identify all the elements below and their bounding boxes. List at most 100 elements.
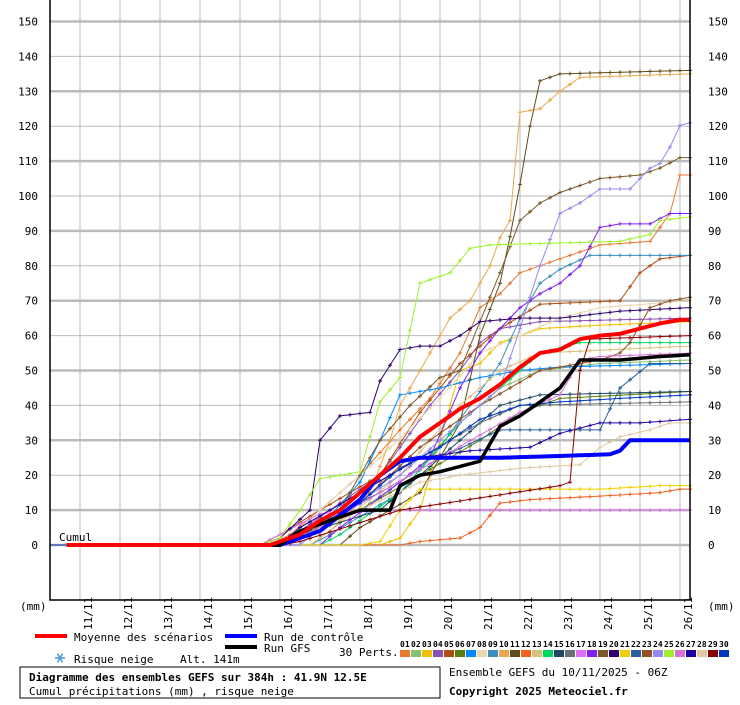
member-point <box>458 380 462 385</box>
member-point <box>418 416 422 421</box>
member-point <box>368 541 372 546</box>
member-point <box>588 318 592 323</box>
member-point <box>418 467 422 472</box>
member-point <box>558 240 562 245</box>
member-point <box>468 344 472 349</box>
member-point <box>318 533 322 538</box>
member-point <box>528 321 532 326</box>
member-point <box>508 338 512 343</box>
member-point <box>538 440 542 445</box>
member-point <box>508 406 512 411</box>
plot-frame <box>49 0 691 601</box>
member-point <box>638 420 642 425</box>
member-point <box>408 417 412 422</box>
member-point <box>438 381 442 386</box>
member-point <box>528 295 532 300</box>
member-point <box>498 508 502 513</box>
x-tick-label: 16/11 <box>282 597 295 630</box>
y-tick-label: 70 <box>708 295 721 308</box>
member-point <box>568 508 572 513</box>
member-point <box>448 474 452 479</box>
member-point <box>578 395 582 400</box>
member-point <box>528 395 532 400</box>
member-point <box>678 344 682 349</box>
member-point <box>298 539 302 544</box>
member-point <box>458 438 462 443</box>
member-point <box>578 462 582 467</box>
pert-number: 25 <box>664 640 674 649</box>
member-point <box>658 72 662 77</box>
member-point <box>478 487 482 492</box>
member-point <box>668 211 672 216</box>
member-point <box>388 539 392 544</box>
member-point <box>678 340 682 345</box>
member-point <box>538 263 542 268</box>
member-point <box>588 71 592 76</box>
member-point <box>658 316 662 321</box>
member-point <box>528 427 532 432</box>
member-point <box>668 400 672 405</box>
pert-swatch <box>543 650 553 657</box>
member-point <box>468 298 472 303</box>
pert-number: 29 <box>708 640 718 649</box>
member-point <box>388 363 392 368</box>
member-point <box>668 508 672 513</box>
member-point <box>508 467 512 472</box>
member-point <box>318 508 322 513</box>
member-point <box>518 403 522 408</box>
member-point <box>588 180 592 185</box>
member-point <box>428 344 432 349</box>
member-point <box>618 336 622 341</box>
member-point <box>428 438 432 443</box>
member-point <box>588 308 592 313</box>
member-point <box>598 445 602 450</box>
member-point <box>528 108 532 113</box>
member-point <box>518 242 522 247</box>
member-point <box>628 401 632 406</box>
member-point <box>628 187 632 192</box>
member-point <box>588 348 592 353</box>
member-point <box>488 351 492 356</box>
member-point <box>488 494 492 499</box>
member-point <box>598 391 602 396</box>
member-point <box>438 274 442 279</box>
member-point <box>558 301 562 306</box>
y-tick-label: 10 <box>708 504 721 517</box>
member-point <box>478 389 482 394</box>
member-point <box>578 487 582 492</box>
member-point <box>498 492 502 497</box>
member-point <box>378 378 382 383</box>
member-point <box>558 508 562 513</box>
member-point <box>388 445 392 450</box>
member-point <box>618 396 622 401</box>
member-point <box>448 429 452 434</box>
member-point <box>588 244 592 249</box>
member-point <box>658 419 662 424</box>
member-point <box>558 392 562 397</box>
y-tick-label: 140 <box>708 50 728 63</box>
member-point <box>678 72 682 77</box>
member-point <box>308 508 312 513</box>
member-point <box>458 508 462 513</box>
member-point <box>418 281 422 286</box>
member-point <box>558 325 562 330</box>
x-tick-label: 17/11 <box>322 597 335 630</box>
member-point <box>578 402 582 407</box>
pert-number: 01 <box>400 640 410 649</box>
member-point <box>388 494 392 499</box>
member-point <box>558 487 562 492</box>
member-point <box>618 420 622 425</box>
member-point <box>518 410 522 415</box>
member-point <box>398 403 402 408</box>
member-point <box>548 274 552 279</box>
member-point <box>608 322 612 327</box>
member-point <box>638 317 642 322</box>
member-point <box>418 539 422 544</box>
member-point <box>338 413 342 418</box>
member-point <box>618 239 622 244</box>
member-point <box>608 401 612 406</box>
member-point <box>528 497 532 502</box>
member-point <box>618 492 622 497</box>
member-point <box>388 479 392 484</box>
member-point <box>468 368 472 373</box>
